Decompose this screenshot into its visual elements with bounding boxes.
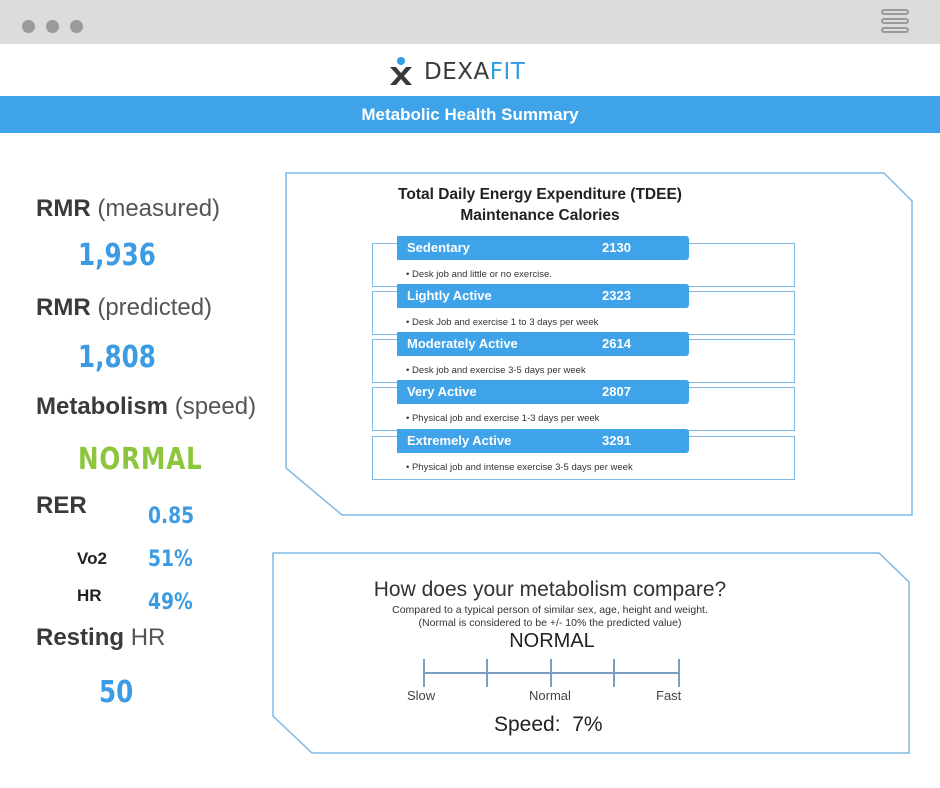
resting-hr-value: 50	[99, 675, 134, 710]
browser-title-bar	[0, 0, 940, 44]
hr-value: 49%	[148, 590, 193, 615]
compare-title: How does your metabolism compare?	[373, 578, 727, 601]
tdee-level-bar: Lightly Active 2323	[397, 284, 689, 308]
tdee-row: Sedentary 2130 • Desk job and little or …	[372, 236, 795, 287]
tdee-level-description: • Desk job and exercise 3-5 days per wee…	[406, 365, 586, 376]
scale-label-normal: Normal	[529, 688, 571, 703]
tdee-level-bar: Extremely Active 3291	[397, 429, 689, 453]
tdee-row: Lightly Active 2323 • Desk Job and exerc…	[372, 284, 795, 335]
window-dot-icon[interactable]	[46, 20, 59, 33]
rmr-predicted-value: 1,808	[78, 340, 156, 375]
tdee-level-name: Sedentary	[407, 240, 470, 255]
vo2-value: 51%	[148, 547, 193, 572]
speed-scale-line	[424, 672, 680, 674]
hamburger-menu-icon[interactable]	[881, 9, 909, 37]
tdee-title: Total Daily Energy Expenditure (TDEE) Ma…	[398, 186, 682, 224]
tdee-level-description: • Desk job and little or no exercise.	[406, 269, 552, 280]
speed-readout: Speed: 7%	[494, 713, 603, 736]
scale-tick	[678, 659, 680, 687]
page-title: Metabolic Health Summary	[0, 96, 940, 133]
rmr-measured-value: 1,936	[78, 238, 156, 273]
tdee-row: Moderately Active 2614 • Desk job and ex…	[372, 332, 795, 383]
metabolism-value: NORMAL	[78, 442, 203, 477]
tdee-level-bar: Very Active 2807	[397, 380, 689, 404]
tdee-level-description: • Desk Job and exercise 1 to 3 days per …	[406, 317, 599, 328]
rmr-measured-label: RMR (measured)	[36, 195, 221, 222]
rmr-predicted-label: RMR (predicted)	[36, 294, 213, 321]
tdee-row: Extremely Active 3291 • Physical job and…	[372, 429, 795, 480]
tdee-level-calories: 2614	[602, 336, 631, 351]
tdee-level-description: • Physical job and exercise 1-3 days per…	[406, 413, 600, 424]
tdee-level-calories: 2323	[602, 288, 631, 303]
compare-note: (Normal is considered to be +/- 10% the …	[418, 617, 682, 629]
compare-subtitle: Compared to a typical person of similar …	[392, 604, 708, 616]
tdee-level-name: Moderately Active	[407, 336, 518, 351]
tdee-level-name: Very Active	[407, 384, 477, 399]
hr-label: HR	[77, 586, 102, 605]
scale-tick	[486, 659, 488, 687]
dexafit-logo-icon	[390, 57, 412, 85]
brand-wordmark: DEXAFIT	[424, 59, 526, 85]
metabolism-label: Metabolism (speed)	[36, 393, 257, 420]
rer-label: RER	[36, 492, 87, 519]
window-dot-icon[interactable]	[22, 20, 35, 33]
tdee-level-bar: Sedentary 2130	[397, 236, 689, 260]
tdee-level-bar: Moderately Active 2614	[397, 332, 689, 356]
scale-tick	[613, 659, 615, 687]
resting-hr-label: Resting HR	[36, 624, 166, 651]
scale-tick	[550, 659, 552, 687]
compare-result: NORMAL	[509, 630, 595, 652]
tdee-level-name: Extremely Active	[407, 433, 512, 448]
scale-tick	[423, 659, 425, 687]
tdee-level-calories: 3291	[602, 433, 631, 448]
rer-value: 0.85	[148, 504, 195, 529]
dexafit-logo: DEXAFIT	[387, 55, 525, 89]
window-dot-icon[interactable]	[70, 20, 83, 33]
tdee-level-calories: 2130	[602, 240, 631, 255]
tdee-row: Very Active 2807 • Physical job and exer…	[372, 380, 795, 431]
tdee-level-name: Lightly Active	[407, 288, 492, 303]
vo2-label: Vo2	[77, 549, 107, 568]
scale-label-fast: Fast	[656, 688, 682, 703]
tdee-level-description: • Physical job and intense exercise 3-5 …	[406, 462, 633, 473]
tdee-level-calories: 2807	[602, 384, 631, 399]
scale-label-slow: Slow	[407, 688, 436, 703]
